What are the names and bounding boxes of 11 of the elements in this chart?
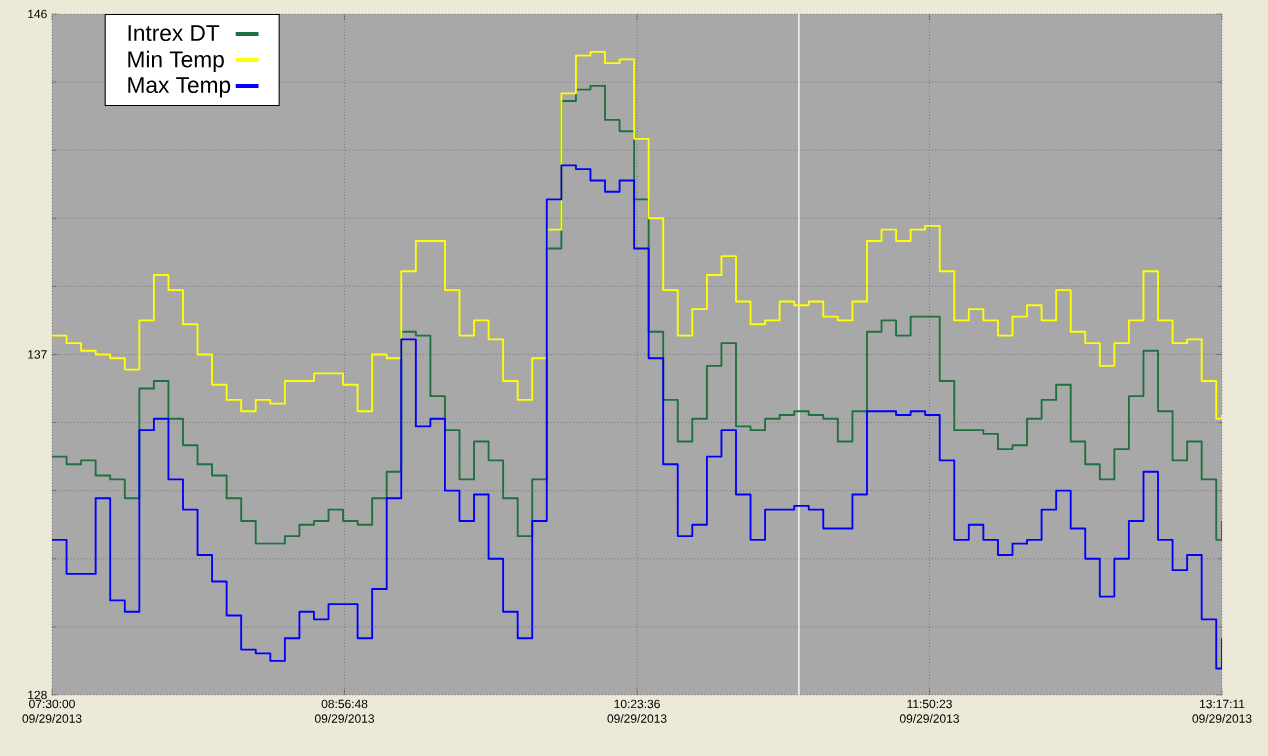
x-tick-label: 11:50:23 09/29/2013 [899, 699, 959, 723]
x-tick-label: 08:56:48 09/29/2013 [314, 699, 375, 723]
x-tick-label: 10:23:36 09/29/2013 [607, 699, 667, 723]
x-tick-label: 07:30:00 09/29/2013 [22, 699, 82, 723]
y-tick-label: 146 [28, 9, 47, 19]
legend-label: Intrex DT [128, 25, 220, 42]
y-tick-label: 137 [28, 350, 47, 359]
legend-label: Max Temp [128, 77, 231, 98]
x-tick-label: 13:17:11 09/29/2013 [1192, 699, 1252, 723]
legend-label: Min Temp [128, 50, 224, 72]
y-tick-label: 128 [28, 690, 47, 700]
